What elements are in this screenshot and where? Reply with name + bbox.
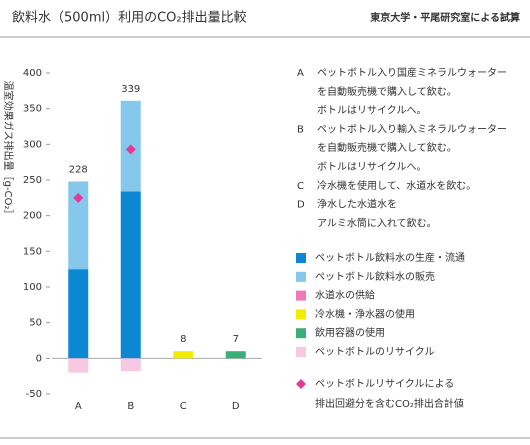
bar-segment — [225, 351, 246, 359]
legend-label: 水道水の供給 — [315, 289, 375, 302]
total-label: 228 — [69, 164, 88, 175]
legend-swatch — [296, 347, 306, 357]
chart-subtitle: 東京大学・平尾研究室による試算 — [370, 11, 520, 24]
description-key: B — [297, 124, 304, 135]
y-tick-label: 0 — [36, 353, 42, 364]
legend-label: ペットボトルのリサイクル — [315, 346, 435, 358]
description-key: A — [297, 68, 304, 79]
total-label: 7 — [233, 334, 239, 345]
y-tick-label: 300 — [23, 139, 42, 150]
x-tick-label: D — [232, 401, 240, 412]
bar-segment — [68, 269, 89, 359]
legend-net-marker — [296, 379, 306, 389]
x-tick-label: C — [180, 401, 187, 412]
net-marker — [73, 192, 84, 203]
description-line: を自動販売機で購入して飲む。 — [317, 141, 457, 154]
bar-segment — [68, 181, 89, 270]
description-key: D — [297, 200, 305, 211]
total-label: 8 — [180, 334, 186, 345]
y-tick-label: -50 — [26, 389, 42, 400]
description-line: ペットボトル入り国産ミネラルウォーター — [317, 66, 507, 79]
legend-swatch — [296, 290, 306, 301]
legend-label: ペットボトルリサイクルによる — [315, 378, 454, 390]
legend-label: 冷水機・浄水器の使用 — [315, 307, 415, 320]
x-tick-label: A — [75, 401, 82, 412]
y-axis-label: 温室効果ガス排出量［g-CO₂］ — [2, 81, 15, 220]
description-line: 冷水機を使用して、水道水を飲む。 — [317, 179, 476, 192]
bar-segment — [173, 351, 194, 359]
chart-title: 飲料水（500ml）利用のCO₂排出量比較 — [12, 10, 247, 26]
legend-swatch — [296, 253, 306, 263]
legend-label: ペットボトル飲料水の生産・流通 — [315, 251, 465, 264]
description-key: C — [297, 181, 304, 192]
description-line: アルミ水筒に入れて飲む。 — [317, 216, 437, 229]
legend-label: 排出回避分を含むCO₂排出合計値 — [315, 397, 464, 410]
y-tick-label: 200 — [23, 211, 42, 222]
legend-swatch — [296, 328, 306, 339]
y-tick-label: 400 — [23, 68, 42, 79]
bar-segment — [120, 191, 141, 359]
x-tick-label: B — [127, 401, 134, 412]
net-marker — [125, 144, 136, 155]
bar-segment — [68, 358, 89, 373]
y-tick-label: 100 — [23, 282, 42, 293]
description-line: ボトルはリサイクルへ。 — [317, 105, 427, 117]
y-tick-label: 250 — [23, 175, 42, 186]
y-tick-label: 50 — [29, 318, 42, 329]
bar-segment — [120, 358, 141, 372]
legend-label: 飲用容器の使用 — [315, 326, 385, 339]
total-label: 339 — [121, 84, 140, 95]
legend-swatch — [296, 271, 306, 282]
legend-label: ペットボトル飲料水の販売 — [315, 270, 435, 283]
description-line: ボトルはリサイクルへ。 — [317, 161, 427, 173]
description-line: 浄水した水道水を — [317, 198, 397, 211]
description-line: ペットボトル入り輸入ミネラルウォーター — [317, 122, 507, 135]
y-tick-label: 350 — [23, 104, 42, 115]
y-tick-label: 150 — [23, 246, 42, 257]
description-line: を自動販売機で購入して飲む。 — [317, 85, 457, 98]
legend-swatch — [296, 309, 306, 320]
